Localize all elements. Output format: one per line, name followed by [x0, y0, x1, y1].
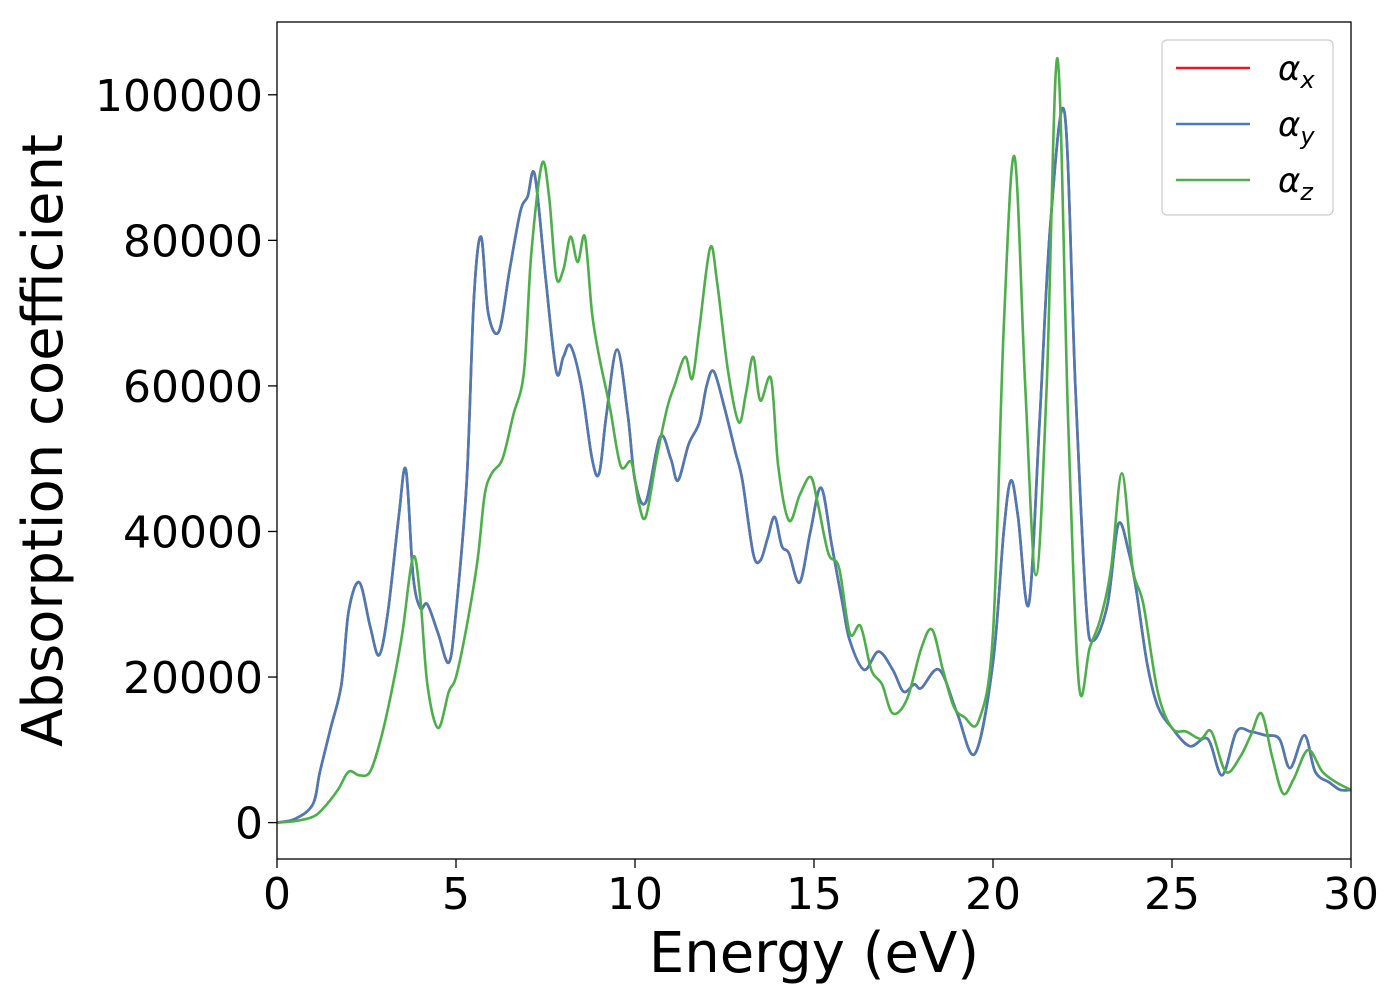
- legend-label-alpha-x: αx: [1278, 49, 1315, 94]
- x-tick-label: 10: [607, 869, 663, 920]
- x-tick-label: 0: [263, 869, 291, 920]
- y-tick-label: 0: [235, 799, 263, 850]
- y-axis-label: Absorption coefficient: [11, 134, 76, 747]
- x-tick-label: 5: [442, 869, 470, 920]
- legend-box: [1161, 39, 1334, 216]
- y-tick-label: 80000: [123, 216, 263, 267]
- x-tick-label: 15: [786, 869, 842, 920]
- legend-label-alpha-z: αz: [1278, 161, 1314, 206]
- y-tick-label: 60000: [123, 362, 263, 413]
- y-tick-label: 20000: [123, 653, 263, 704]
- series-line-alpha-y: [277, 106, 1351, 824]
- legend: αx αy αz: [1161, 39, 1334, 216]
- y-tick-label: 100000: [95, 71, 263, 122]
- x-axis-label: Energy (eV): [649, 921, 979, 986]
- x-tick-label: 20: [965, 869, 1021, 920]
- series-line-alpha-z: [277, 57, 1351, 824]
- y-axis: 0 20000 40000 60000 80000 100000: [95, 71, 277, 850]
- x-axis: 0 5 10 15 20 25 30: [263, 859, 1379, 920]
- x-tick-label: 30: [1323, 869, 1379, 920]
- x-tick-label: 25: [1144, 869, 1200, 920]
- series-layer: [277, 57, 1351, 824]
- legend-label-alpha-y: αy: [1278, 105, 1315, 150]
- y-tick-label: 40000: [123, 507, 263, 558]
